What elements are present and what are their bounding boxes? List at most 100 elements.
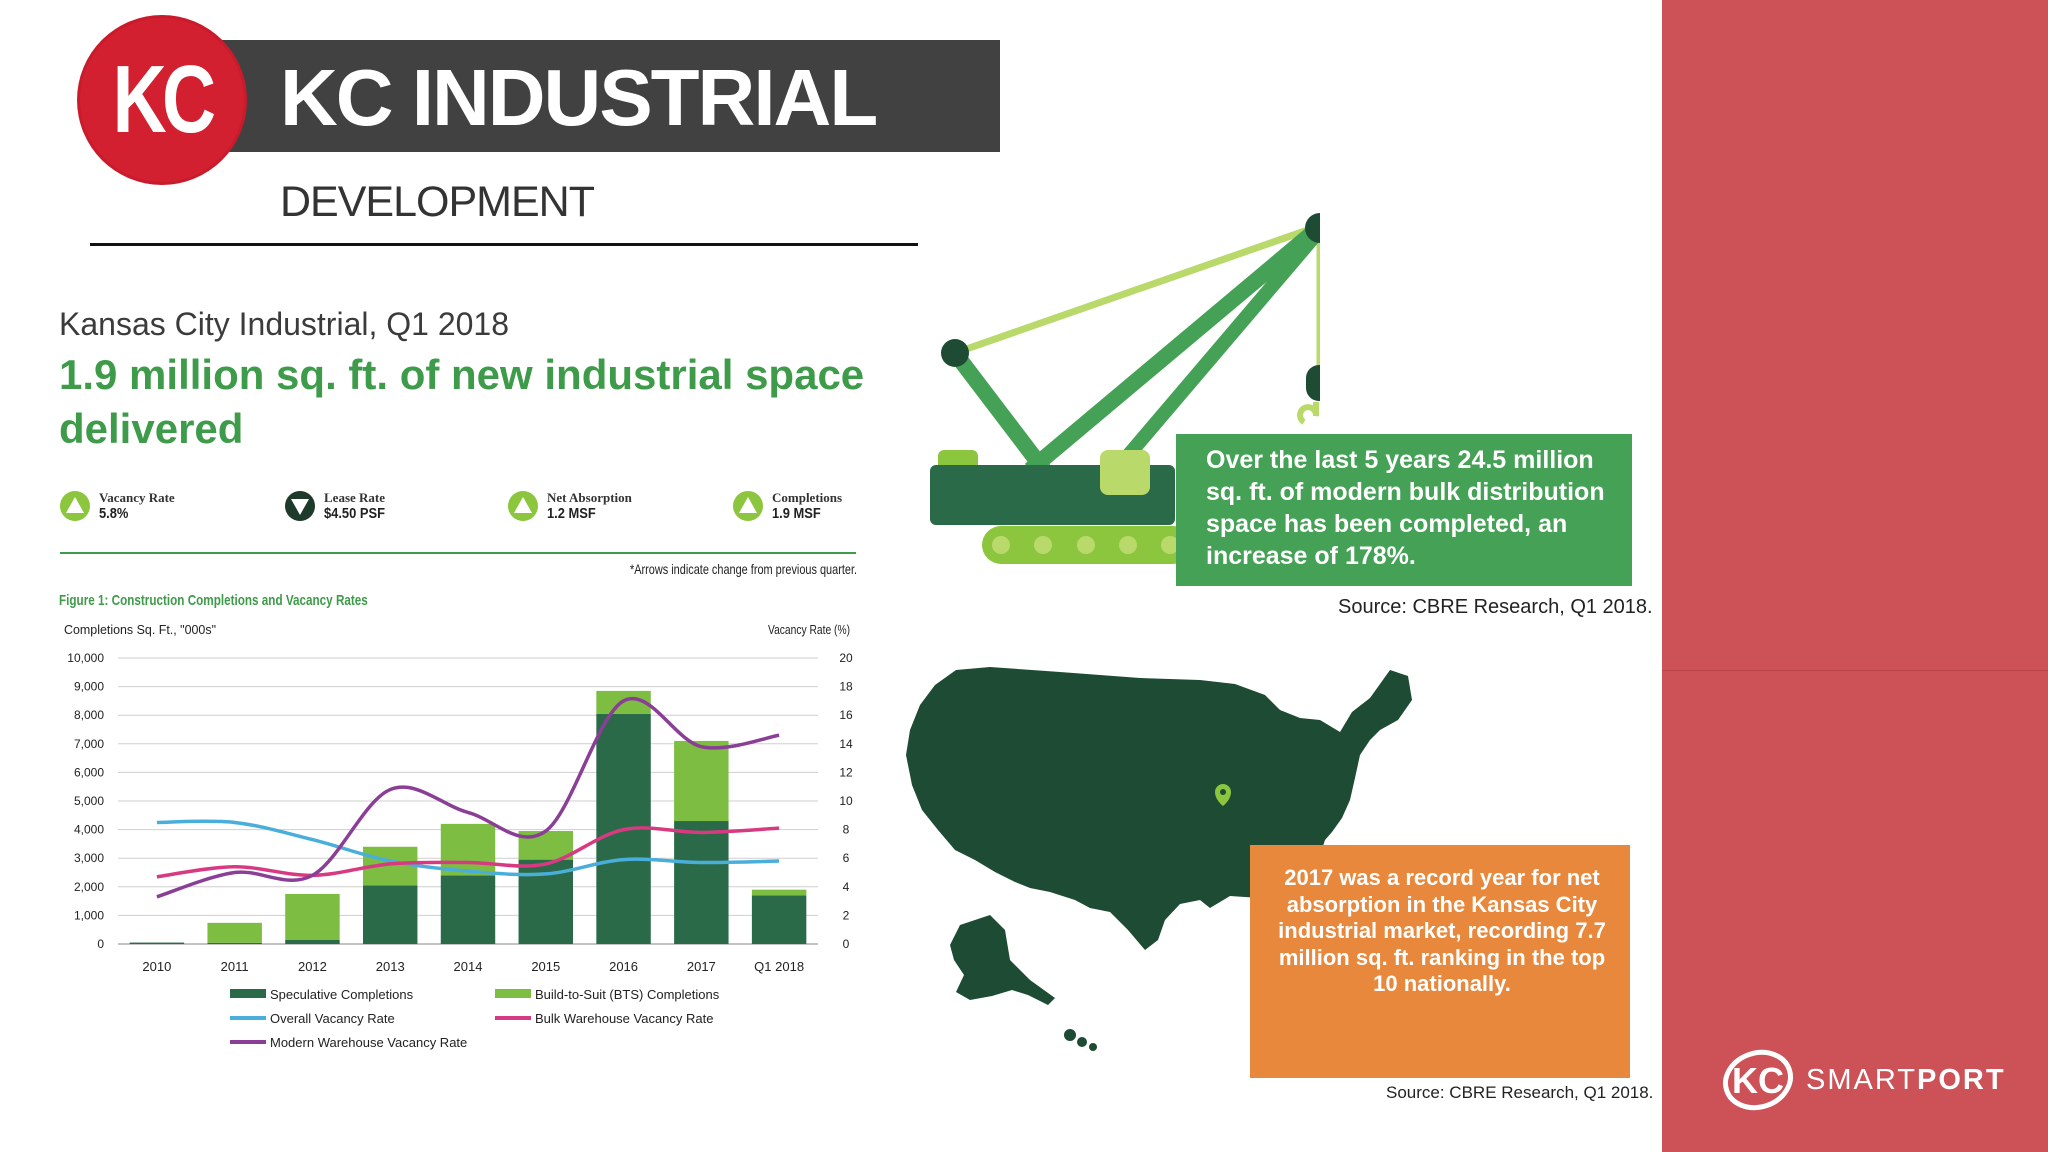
crane-illustration xyxy=(930,213,1320,564)
x-tick-label: 2012 xyxy=(298,959,327,974)
stat-value: 5.8% xyxy=(99,505,129,522)
y2-tick-label: 12 xyxy=(839,765,853,779)
smartport-kc-icon: KC xyxy=(1723,1049,1793,1111)
y2-tick-label: 18 xyxy=(839,680,853,694)
panel-divider xyxy=(1662,670,2048,671)
legend-swatch xyxy=(495,989,531,998)
y2-tick-label: 16 xyxy=(839,708,853,722)
page-title: KC INDUSTRIAL xyxy=(280,53,878,142)
smartport-port: PORT xyxy=(1916,1064,2006,1096)
y-axis-label: Completions Sq. Ft., "000s" xyxy=(64,622,216,637)
completions-callout-text: Over the last 5 years 24.5 million sq. f… xyxy=(1206,446,1605,570)
chart-bars xyxy=(129,690,807,944)
smartport-smart: SMART xyxy=(1806,1064,1917,1096)
x-tick-label: 2014 xyxy=(454,959,483,974)
smartport-logo: KC SMARTPORT xyxy=(1722,1048,2004,1118)
y-tick-label: 1,000 xyxy=(74,908,104,922)
chart-lines xyxy=(156,696,780,899)
y2-tick-label: 2 xyxy=(843,908,850,922)
stat-label: Net Absorption xyxy=(547,490,632,505)
source-note: Source: CBRE Research, Q1 2018. xyxy=(1386,1083,1654,1102)
legend-label: Build-to-Suit (BTS) Completions xyxy=(535,987,720,1002)
completions-callout: Over the last 5 years 24.5 million sq. f… xyxy=(1176,434,1632,586)
kc-logo-badge: KC xyxy=(80,18,244,182)
bar-segment xyxy=(363,885,418,944)
x-axis-ticks: 2010 2011 2012 2013 2014 2015 2016 2017 Q1 2018 xyxy=(142,959,804,974)
arrow-up-icon xyxy=(733,491,763,521)
kc-logo-text: KC xyxy=(112,46,216,153)
y-tick-label: 9,000 xyxy=(74,680,104,694)
y2-tick-label: 14 xyxy=(839,737,853,751)
absorption-callout-text: 2017 was a record year for net absorptio… xyxy=(1278,865,1606,996)
stats-divider xyxy=(60,552,856,554)
y-tick-label: 10,000 xyxy=(67,651,104,665)
figure-title: Figure 1: Construction Completions and V… xyxy=(59,592,368,609)
y-tick-label: 8,000 xyxy=(74,708,104,722)
series-line xyxy=(156,696,780,899)
y2-tick-label: 6 xyxy=(843,851,850,865)
y-tick-label: 6,000 xyxy=(74,765,104,779)
y-tick-label: 4,000 xyxy=(74,823,104,837)
report-headline: 1.9 million sq. ft. of new industrial sp… xyxy=(59,351,865,452)
x-tick-label: 2011 xyxy=(221,959,249,974)
x-tick-label: 2017 xyxy=(687,959,716,974)
bar-segment xyxy=(674,740,729,822)
smartport-logo-mark: KC xyxy=(1732,1060,1784,1101)
bar-segment xyxy=(129,942,185,944)
arrow-up-icon xyxy=(60,491,90,521)
side-panel: KC SMARTPORT xyxy=(1662,0,2048,1152)
series-line xyxy=(156,826,780,879)
legend-label: Speculative Completions xyxy=(270,987,414,1002)
bar-segment xyxy=(207,942,262,944)
stat-label: Vacancy Rate xyxy=(99,490,175,505)
y-tick-label: 2,000 xyxy=(74,880,104,894)
bar-segment xyxy=(285,893,340,940)
report-heading: Kansas City Industrial, Q1 2018 xyxy=(59,306,510,342)
legend-label: Modern Warehouse Vacancy Rate xyxy=(270,1035,467,1050)
stat-value: 1.2 MSF xyxy=(547,505,596,522)
y2-tick-label: 20 xyxy=(839,651,853,665)
bar-segment xyxy=(285,939,340,944)
header-divider xyxy=(90,243,918,246)
arrow-up-icon xyxy=(508,491,538,521)
page-subtitle: DEVELOPMENT xyxy=(280,178,595,226)
y2-tick-label: 10 xyxy=(839,794,853,808)
bar-segment xyxy=(440,875,496,944)
bar-segment xyxy=(207,922,262,943)
y-axis-ticks: 10,000 9,000 8,000 7,000 6,000 5,000 4,000 3,00… xyxy=(67,651,104,951)
bar-segment xyxy=(751,895,807,944)
stat-label: Lease Rate xyxy=(324,490,386,505)
absorption-callout: 2017 was a record year for net absorptio… xyxy=(1250,845,1630,1078)
x-tick-label: 2013 xyxy=(376,959,405,974)
y2-axis-label: Vacancy Rate (%) xyxy=(768,622,850,637)
header-bar xyxy=(180,40,1000,152)
bar-segment xyxy=(751,889,807,896)
x-tick-label: 2015 xyxy=(531,959,560,974)
y-tick-label: 0 xyxy=(97,937,104,951)
legend-label: Overall Vacancy Rate xyxy=(270,1011,395,1026)
y2-tick-label: 0 xyxy=(843,937,850,951)
stat-label: Completions xyxy=(772,490,843,505)
x-tick-label: 2016 xyxy=(609,959,638,974)
source-note: Source: CBRE Research, Q1 2018. xyxy=(1338,596,1653,618)
smartport-wordmark: SMARTPORT xyxy=(1806,1064,2006,1097)
stat-value: 1.9 MSF xyxy=(772,505,821,522)
completions-vacancy-chart: Completions Sq. Ft., "000s" Vacancy Rate… xyxy=(64,622,853,1050)
bar-segment xyxy=(440,823,496,876)
y2-tick-label: 8 xyxy=(843,823,850,837)
stat-value: $4.50 PSF xyxy=(324,505,385,522)
arrow-down-icon xyxy=(285,491,315,521)
arrows-footnote: *Arrows indicate change from previous qu… xyxy=(630,561,858,577)
x-tick-label: Q1 2018 xyxy=(754,959,804,974)
y-tick-label: 5,000 xyxy=(74,794,104,808)
legend-swatch xyxy=(230,989,266,998)
legend-label: Bulk Warehouse Vacancy Rate xyxy=(535,1011,713,1026)
x-tick-label: 2010 xyxy=(142,959,171,974)
bar-segment xyxy=(674,821,729,944)
series-line xyxy=(156,819,780,877)
y-tick-label: 7,000 xyxy=(74,737,104,751)
y2-tick-label: 4 xyxy=(843,880,850,894)
y-tick-label: 3,000 xyxy=(74,851,104,865)
chart-legend: Speculative Completions Build-to-Suit (BT… xyxy=(230,987,720,1050)
